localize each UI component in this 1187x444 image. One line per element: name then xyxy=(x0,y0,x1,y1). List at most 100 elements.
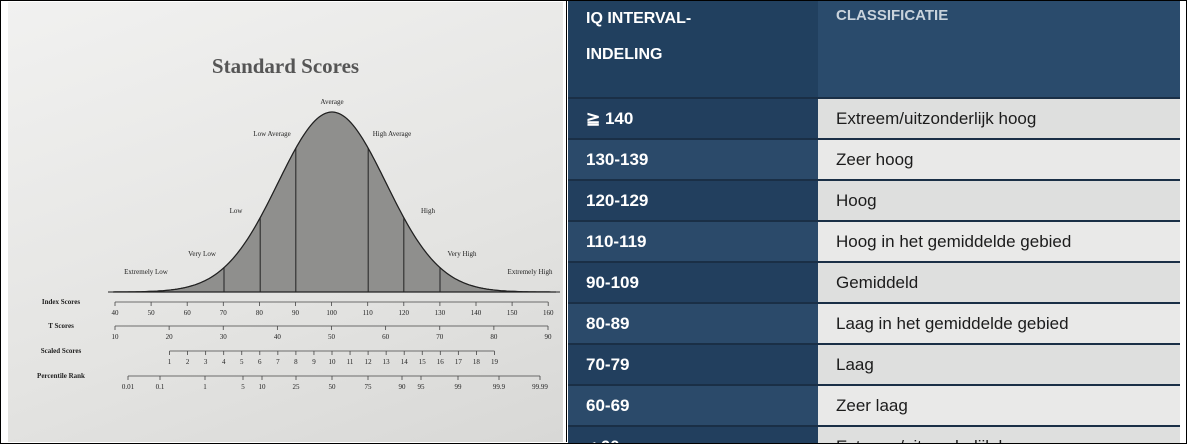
classification: Extreem/uitzonderlijk hoog xyxy=(818,98,1180,139)
scale-tick-label: 5 xyxy=(240,358,244,366)
classification: Hoog in het gemiddelde gebied xyxy=(818,221,1180,262)
scale-tick-label: 10 xyxy=(112,333,120,341)
title: Standard Scores xyxy=(8,54,563,79)
scale-tick-label: 1 xyxy=(203,383,207,391)
scale-tick-label: 0.01 xyxy=(122,383,135,391)
scale-tick-label: 30 xyxy=(220,333,228,341)
scale-tick-label: 13 xyxy=(383,358,391,366)
curve-label: Extremely Low xyxy=(120,268,172,276)
scale-tick-label: 100 xyxy=(326,309,337,317)
curve-label: Average xyxy=(306,98,358,106)
iq-table-photo: IQ INTERVAL-INDELING CLASSIFICATIE ≧ 140… xyxy=(568,1,1180,443)
curve-label: Very High xyxy=(436,250,488,258)
scale-tick-label: 6 xyxy=(258,358,262,366)
curve-label: Extremely High xyxy=(504,268,556,276)
iq-range: ≧ 140 xyxy=(568,98,818,139)
scale-tick-label: 70 xyxy=(436,333,444,341)
scale-tick-label: 15 xyxy=(419,358,427,366)
header-text: IQ INTERVAL-INDELING xyxy=(586,1,736,73)
scale-label: T Scores xyxy=(36,322,86,330)
curve-label: High xyxy=(402,207,454,215)
divider xyxy=(566,0,567,442)
scale-tick-label: 18 xyxy=(473,358,481,366)
scale-tick-label: 17 xyxy=(455,358,463,366)
classification: Gemiddeld xyxy=(818,262,1180,303)
scale-tick-label: 5 xyxy=(241,383,245,391)
classification: Laag in het gemiddelde gebied xyxy=(818,303,1180,344)
scale-label: Index Scores xyxy=(36,298,86,306)
scale-tick-label: 11 xyxy=(347,358,354,366)
scale-tick-label: 40 xyxy=(112,309,120,317)
scale-tick-label: 14 xyxy=(401,358,409,366)
scale-tick-label: 16 xyxy=(437,358,445,366)
scale-tick-label: 20 xyxy=(166,333,174,341)
iq-range: 80-89 xyxy=(568,303,818,344)
scale-tick-label: 50 xyxy=(329,383,337,391)
scale-tick-label: 50 xyxy=(148,309,156,317)
header-cell: IQ INTERVAL-INDELING xyxy=(568,1,818,98)
scale-tick-label: 70 xyxy=(220,309,228,317)
scale-tick-label: 60 xyxy=(382,333,390,341)
scale-tick-label: 10 xyxy=(329,358,337,366)
scale-tick-label: 140 xyxy=(471,309,482,317)
scale-tick-label: 90 xyxy=(545,333,553,341)
classification: Hoog xyxy=(818,180,1180,221)
scale-tick-label: 4 xyxy=(222,358,226,366)
scale-label: Percentile Rank xyxy=(36,372,86,380)
scale-tick-label: 90 xyxy=(399,383,407,391)
iq-range: < 60 xyxy=(568,426,818,443)
table-row: < 60Extreem/uitzonderlijk laag xyxy=(568,426,1180,443)
scale-tick-label: 40 xyxy=(274,333,282,341)
curve-label: Low xyxy=(210,207,262,215)
scale-tick-label: 80 xyxy=(256,309,264,317)
classification: Extreem/uitzonderlijk laag xyxy=(818,426,1180,443)
scale-tick-label: 90 xyxy=(292,309,300,317)
classification: Zeer laag xyxy=(818,385,1180,426)
classification: Zeer hoog xyxy=(818,139,1180,180)
scale-tick-label: 80 xyxy=(490,333,498,341)
scale-tick-label: 19 xyxy=(491,358,499,366)
scale-tick-label: 160 xyxy=(543,309,554,317)
scale-tick-label: 95 xyxy=(418,383,426,391)
scale-tick-label: 99.99 xyxy=(532,383,548,391)
scale-tick-label: 25 xyxy=(293,383,301,391)
curve-fill xyxy=(113,112,556,292)
scale-tick-label: 110 xyxy=(363,309,374,317)
scale-tick-label: 12 xyxy=(365,358,373,366)
page: 4050607080901001101201301401501601020304… xyxy=(0,0,1187,444)
iq-table: IQ INTERVAL-INDELING CLASSIFICATIE ≧ 140… xyxy=(568,1,1180,443)
iq-range: 110-119 xyxy=(568,221,818,262)
scale-tick-label: 8 xyxy=(294,358,298,366)
scale-tick-label: 50 xyxy=(328,333,336,341)
classification: Laag xyxy=(818,344,1180,385)
iq-range: 90-109 xyxy=(568,262,818,303)
scale-tick-label: 2 xyxy=(186,358,190,366)
iq-range: 120-129 xyxy=(568,180,818,221)
iq-range: 60-69 xyxy=(568,385,818,426)
scale-tick-label: 0.1 xyxy=(156,383,165,391)
scale-tick-label: 150 xyxy=(507,309,518,317)
iq-range: 130-139 xyxy=(568,139,818,180)
header-cell: CLASSIFICATIE xyxy=(818,1,1180,98)
scale-tick-label: 75 xyxy=(365,383,373,391)
scale-tick-label: 10 xyxy=(259,383,267,391)
scale-tick-label: 120 xyxy=(399,309,410,317)
scale-tick-label: 99.9 xyxy=(493,383,506,391)
curve-label: Very Low xyxy=(176,250,228,258)
scale-tick-label: 1 xyxy=(168,358,172,366)
scale-label: Scaled Scores xyxy=(36,347,86,355)
scale-tick-label: 60 xyxy=(184,309,192,317)
curve-label: High Average xyxy=(366,130,418,138)
curve-label: Low Average xyxy=(246,130,298,138)
iq-range: 70-79 xyxy=(568,344,818,385)
scale-tick-label: 9 xyxy=(312,358,316,366)
scale-tick-label: 99 xyxy=(455,383,463,391)
